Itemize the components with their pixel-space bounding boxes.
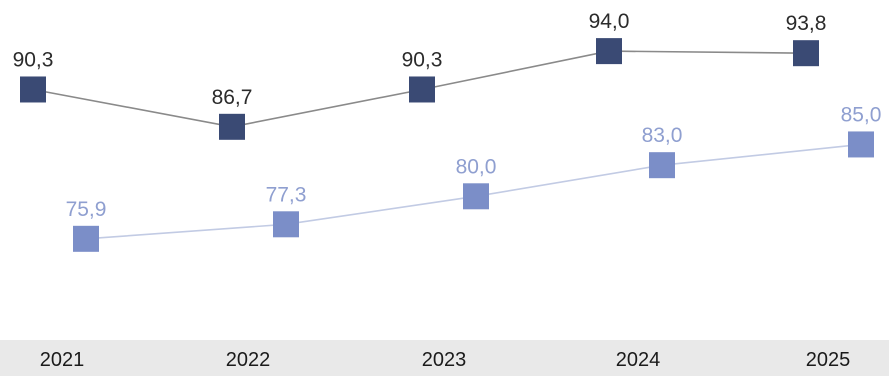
series-2-marker [273,211,299,238]
series-1-data-label: 90,3 [13,48,54,71]
series-2-marker [649,152,675,179]
series-1-data-label: 86,7 [212,86,253,109]
x-axis-ticks: 2021 2022 2023 2024 2025 [40,349,851,371]
series-1-marker [793,40,819,67]
x-axis-band [0,340,889,376]
series-1-marker [219,113,245,140]
series-2-data-label: 75,9 [66,198,107,221]
x-tick-label: 2021 [40,349,85,371]
x-tick-label: 2024 [616,349,661,371]
series-2-data-label: 83,0 [642,124,683,147]
series-2-marker [73,225,99,252]
series-lines [32,50,862,240]
series-2-marker [848,131,874,158]
series-2-marker [463,183,489,210]
series-1-data-label: 90,3 [402,48,443,71]
series-2-data-label: 85,0 [841,103,882,126]
series-2-data-label: 80,0 [456,155,497,178]
data-labels: 90,3 86,7 90,3 94,0 93,8 75,9 77,3 80,0 83,0 85,0 [13,10,882,221]
series-1-marker [409,76,435,103]
x-tick-label: 2023 [422,349,467,371]
series-1-marker [596,38,622,65]
x-tick-label: 2025 [806,349,851,371]
series-markers [20,38,874,252]
series-1-data-label: 94,0 [589,10,630,33]
series-1-marker [20,76,46,103]
series-1-data-label: 93,8 [786,12,827,35]
series-2-data-label: 77,3 [266,183,307,206]
x-tick-label: 2022 [226,349,271,371]
